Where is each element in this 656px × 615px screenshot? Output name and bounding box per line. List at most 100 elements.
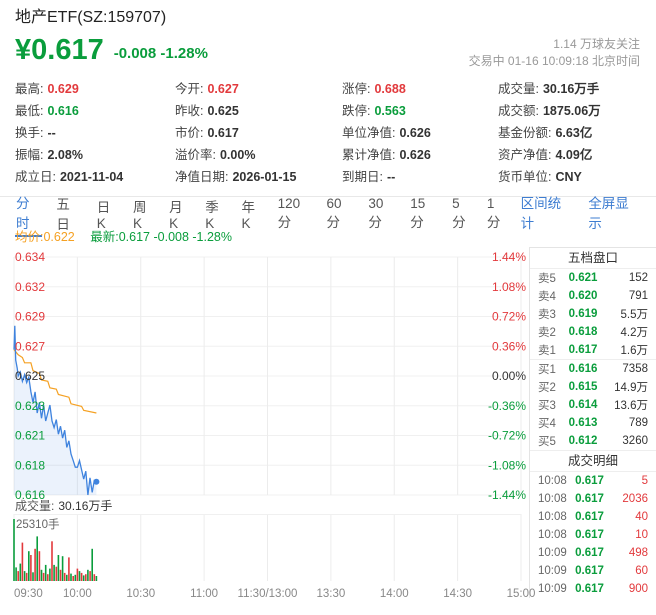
stat-value: -- [386,170,396,184]
tick-price: 0.617 [575,565,604,577]
tab-5分[interactable]: 5分 [452,195,466,230]
book-side-label: 卖1 [538,345,556,357]
book-row-买4[interactable]: 买4 0.613 789 [530,414,656,432]
stat-label: 振幅: [15,148,44,162]
book-side-label: 卖2 [538,327,556,339]
stat-row: 涨停: 0.688 [342,78,498,100]
book-row-买2[interactable]: 买2 0.615 14.9万 [530,378,656,396]
chart-legend: 均价:0.622 最新:0.617 -0.008 -1.28% [0,226,656,247]
stat-row: 成交额: 1875.06万 [498,100,646,122]
tab-1分[interactable]: 1分 [486,195,501,230]
book-volume: 7358 [622,363,648,375]
book-row-买3[interactable]: 买3 0.614 13.6万 [530,396,656,414]
stat-label: 单位净值: [342,126,396,140]
tab-五日[interactable]: 五日 [56,197,70,232]
stat-value: 30.16万手 [542,82,600,96]
book-price: 0.614 [568,399,598,411]
tab-30分[interactable]: 30分 [368,195,384,230]
svg-text:0.00%: 0.00% [492,369,526,383]
chart-column: 0.634 1.44% 0.632 1.08% 0.629 0.72% 0.627 0.36%… [0,247,535,604]
book-volume: 13.6万 [614,400,648,412]
book-volume: 14.9万 [614,382,648,394]
header: 地产ETF(SZ:159707) ¥0.617 -0.008 -1.28% 1.… [0,0,656,68]
tab-日K[interactable]: 日K [96,199,111,231]
followers-count: 1.14 万球友关注 [553,37,640,51]
tab-action-区间统计[interactable]: 区间统计 [520,195,562,231]
time-axis: 09:30 10:00 10:30 11:00 11:30/13:00 13:30 14:0… [0,584,535,604]
stat-row: 货币单位: CNY [498,166,646,188]
tick-time: 10:08 [538,529,567,541]
tick-price: 0.617 [575,493,604,505]
avg-price-label: 均价:0.622 [15,230,75,244]
stat-value: 0.617 [207,126,239,140]
header-meta: 1.14 万球友关注 交易中 01-16 10:09:18 北京时间 [469,36,640,70]
book-row-买1[interactable]: 买1 0.616 7358 [530,359,656,378]
tick-volume: 498 [628,547,648,559]
stat-row: 振幅: 2.08% [15,144,175,166]
book-price: 0.616 [568,363,598,375]
price-change: -0.008 -1.28% [113,45,208,62]
book-row-卖3[interactable]: 卖3 0.619 5.5万 [530,305,656,323]
stat-value: -- [47,126,56,140]
book-side-label: 卖5 [538,273,556,285]
tab-分时[interactable]: 分时 [15,186,43,237]
tab-action-全屏显示[interactable]: 全屏显示 [588,195,629,231]
stat-label: 市价: [175,126,204,140]
svg-text:-1.44%: -1.44% [488,488,526,499]
time-axis-label: 15:00 [506,588,536,600]
stat-label: 最高: [15,82,44,96]
stat-label: 净值日期: [175,170,229,184]
volume-bar-chart[interactable]: 25310手 [0,514,529,584]
tab-60分[interactable]: 60分 [326,195,342,230]
svg-text:0.632: 0.632 [15,280,45,294]
stat-label: 昨收: [175,104,204,118]
time-axis-label: 10:00 [62,588,92,600]
tick-volume: 5 [641,475,648,487]
book-row-卖1[interactable]: 卖1 0.617 1.6万 [530,341,656,359]
tick-volume: 2036 [622,493,648,505]
svg-text:0.629: 0.629 [15,310,45,324]
intraday-price-chart[interactable]: 0.634 1.44% 0.632 1.08% 0.629 0.72% 0.627 0.36%… [0,247,529,499]
tick-price: 0.617 [575,583,604,595]
svg-text:1.44%: 1.44% [492,250,526,264]
stat-label: 到期日: [342,170,383,184]
time-axis-label: 09:30 [14,588,43,600]
svg-text:0.621: 0.621 [15,429,45,443]
svg-text:0.625: 0.625 [15,369,45,383]
tab-季K[interactable]: 季K [205,199,219,231]
book-row-卖2[interactable]: 卖2 0.618 4.2万 [530,323,656,341]
tab-周K[interactable]: 周K [132,199,147,231]
svg-text:-0.36%: -0.36% [488,399,526,413]
tab-120分[interactable]: 120分 [277,195,301,230]
time-axis-label: 14:30 [443,588,473,600]
book-row-卖4[interactable]: 卖4 0.620 791 [530,287,656,305]
svg-text:0.627: 0.627 [15,339,45,353]
book-row-买5[interactable]: 买5 0.612 3260 [530,432,656,450]
time-axis-label: 10:30 [126,588,156,600]
tick-price: 0.617 [575,475,604,487]
stat-value: 2021-11-04 [59,170,124,184]
book-volume: 1.6万 [620,345,649,357]
stat-value: 0.616 [47,104,79,118]
tick-price: 0.617 [575,547,604,559]
stats-col-1: 最高: 0.629 最低: 0.616 换手: -- 振幅: 2.08% 成立日: 2021-11… [15,78,175,188]
stat-label: 成交额: [498,104,539,118]
tick-time: 10:08 [538,493,567,505]
book-price: 0.620 [568,290,598,302]
tab-15分[interactable]: 15分 [410,195,426,230]
book-side-label: 买1 [538,364,556,376]
book-volume: 5.5万 [620,309,649,321]
book-volume: 4.2万 [620,327,649,339]
tab-年K[interactable]: 年K [241,199,255,231]
svg-text:0.36%: 0.36% [492,339,526,353]
tick-time: 10:08 [538,511,567,523]
stat-label: 今开: [175,82,204,96]
stat-row: 到期日: -- [342,166,498,188]
svg-text:0.623: 0.623 [15,399,45,413]
book-row-卖5[interactable]: 卖5 0.621 152 [530,269,656,287]
tick-time: 10:09 [538,547,567,559]
tab-月K[interactable]: 月K [169,199,183,231]
tick-row: 10:08 0.617 2036 [530,490,656,508]
stat-row: 净值日期: 2026-01-15 [175,166,342,188]
